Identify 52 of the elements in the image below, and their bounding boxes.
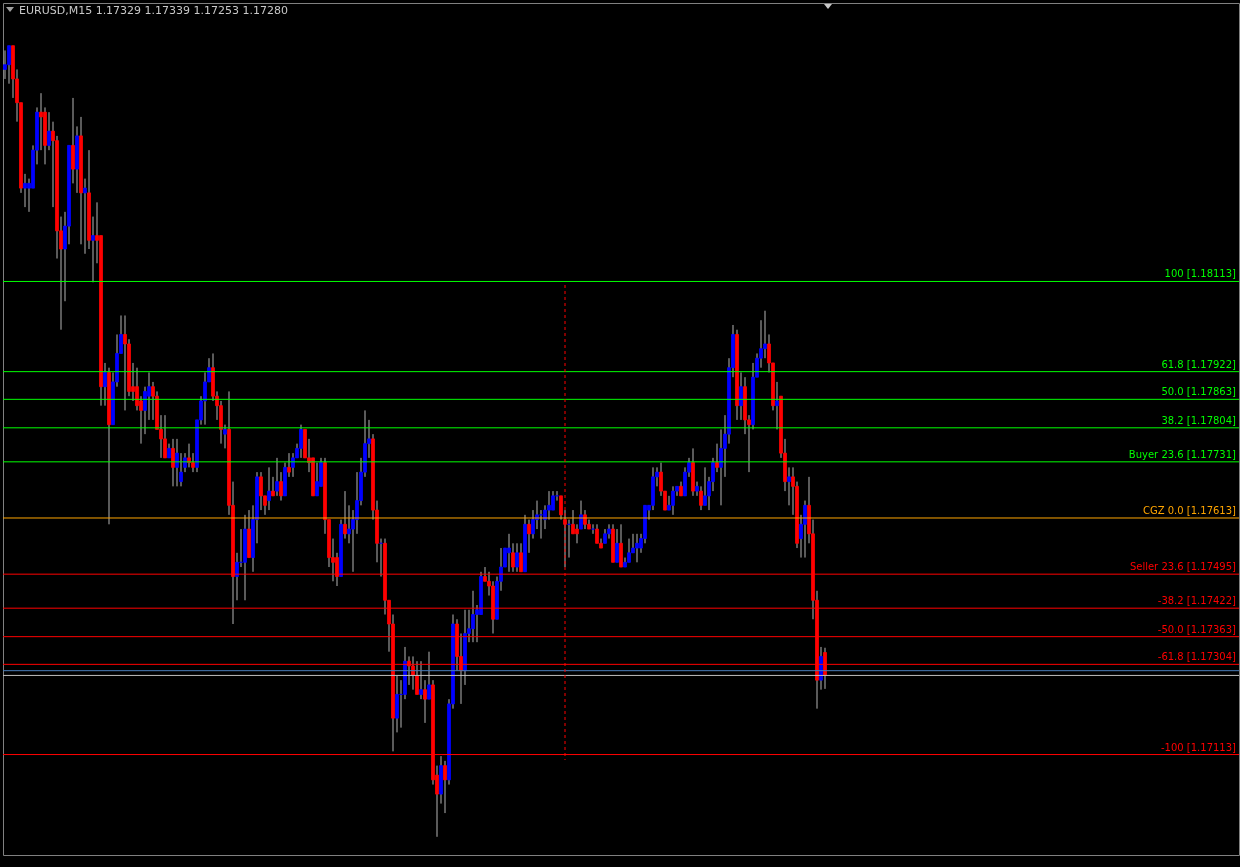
candlestick <box>103 362 107 407</box>
candlestick <box>275 457 279 497</box>
candlestick <box>175 438 179 487</box>
candlestick <box>527 519 531 554</box>
candlestick <box>507 533 511 573</box>
candlestick <box>591 523 595 535</box>
candlestick <box>91 216 95 283</box>
candlestick <box>619 523 623 568</box>
text: 61.8 [1.17922] <box>1161 358 1237 370</box>
candlestick <box>259 471 263 511</box>
candlestick <box>607 523 611 540</box>
candlestick <box>39 92 43 151</box>
text: 100 [1.18113] <box>1164 268 1237 280</box>
chart-title: EURUSD,M15 1.17329 1.17339 1.17253 1.17280 <box>19 4 289 17</box>
text: -38.2 [1.17422] <box>1157 595 1237 607</box>
candlestick <box>715 443 719 473</box>
candlestick <box>71 97 75 184</box>
candlestick <box>739 371 743 421</box>
candlestick <box>187 443 191 468</box>
candlestick <box>703 466 707 506</box>
text: CGZ 0.0 [1.17613] <box>1143 505 1237 516</box>
candlestick <box>267 466 271 511</box>
candlestick <box>775 381 779 430</box>
text: -50.0 [1.17363] <box>1157 623 1237 635</box>
candlestick <box>787 466 791 506</box>
candlestick <box>299 424 303 459</box>
text: 38.2 [1.17804] <box>1161 414 1237 426</box>
candlestick <box>23 173 27 208</box>
candlestick <box>635 533 639 563</box>
candlestick <box>7 45 11 85</box>
candlestick <box>575 523 579 544</box>
candlestick <box>203 371 207 426</box>
candlestick <box>123 314 127 411</box>
candlestick <box>287 452 291 478</box>
text: 50.0 [1.17863] <box>1161 386 1237 398</box>
candlestick <box>343 490 347 540</box>
text: -61.8 [1.17304] <box>1157 651 1237 663</box>
candlestick <box>443 760 447 814</box>
candlestick <box>315 462 319 497</box>
candlestick <box>171 438 175 487</box>
candlestick <box>519 542 523 573</box>
candlestick <box>515 542 519 573</box>
candlestick <box>615 528 619 563</box>
text: -100 [1.17113] <box>1160 741 1237 753</box>
candlestick <box>3 49 7 80</box>
candlestick <box>291 452 295 478</box>
candlestick <box>471 590 475 643</box>
candlestick <box>803 500 807 559</box>
text: Buyer 23.6 [1.17731] <box>1128 448 1237 460</box>
candlestick <box>163 414 167 459</box>
text: Seller 23.6 [1.17495] <box>1129 561 1237 573</box>
candlestick <box>671 485 675 516</box>
